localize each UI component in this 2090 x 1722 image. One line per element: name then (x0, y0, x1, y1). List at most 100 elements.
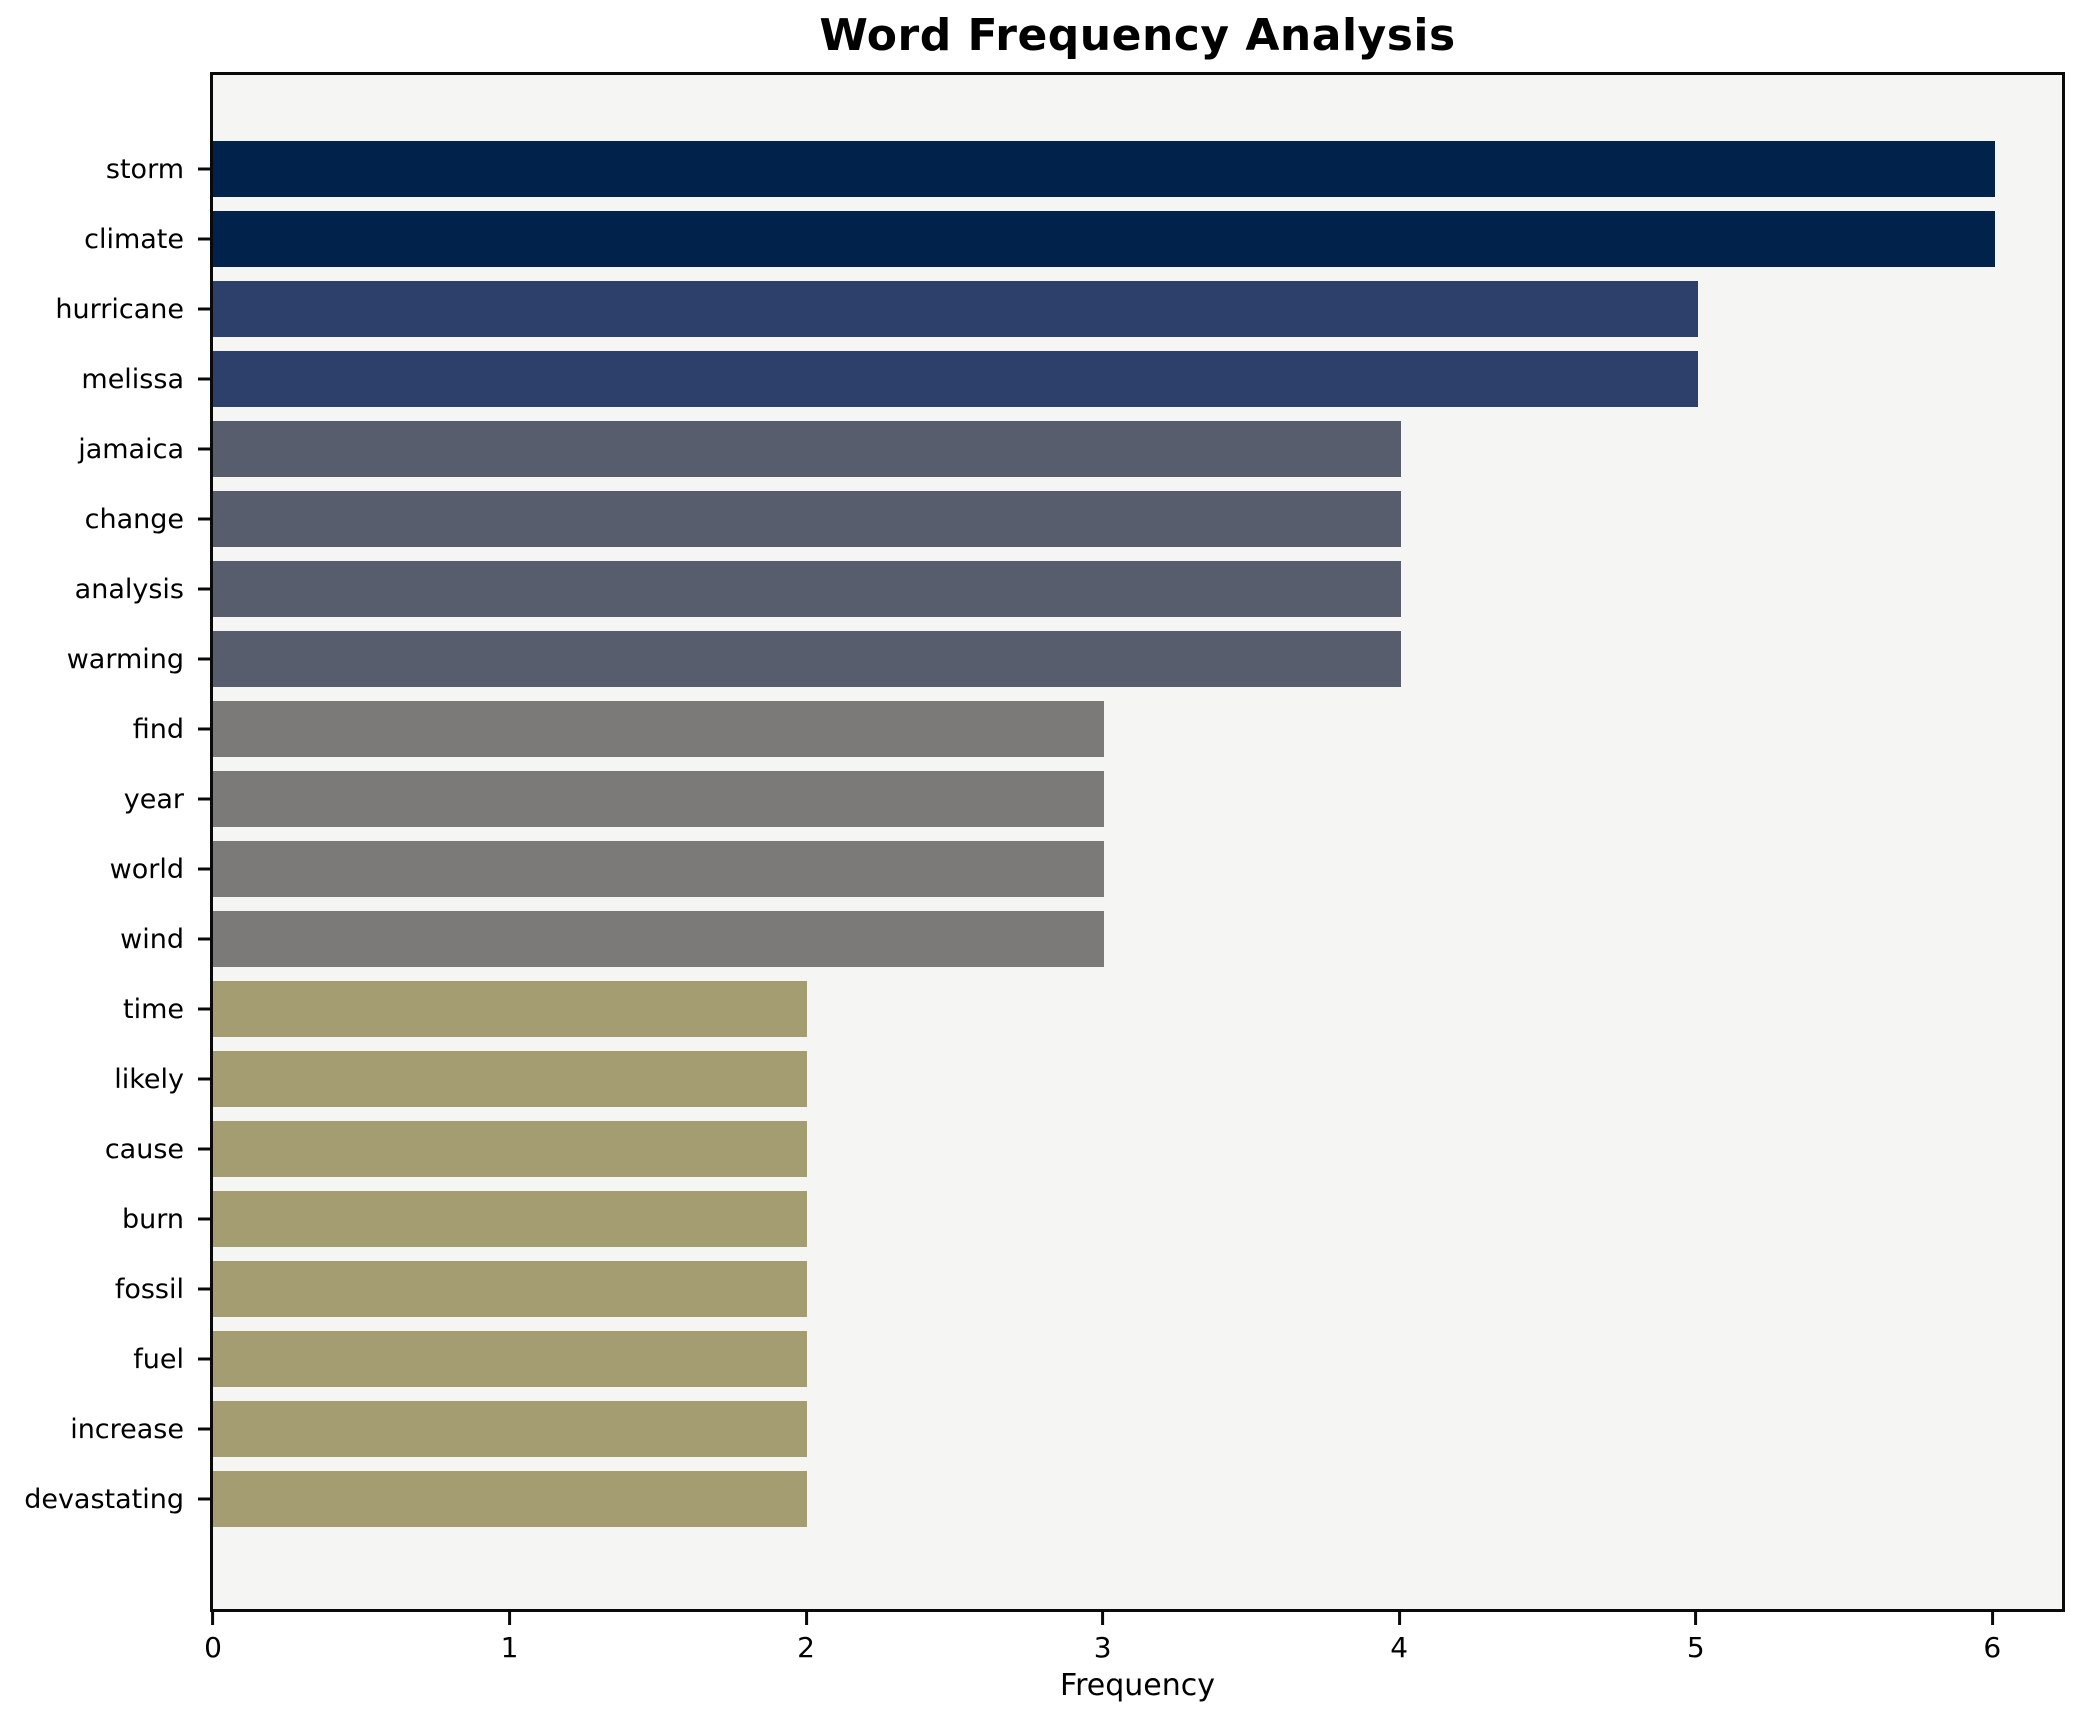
x-tick-4: 4 (1390, 1612, 1408, 1664)
x-tick-label-3: 3 (1093, 1631, 1112, 1664)
y-label-row-fossil: fossil (0, 1261, 210, 1317)
bar-fuel (213, 1331, 808, 1387)
x-tick-label-2: 2 (797, 1631, 816, 1664)
y-label-row-year: year (0, 771, 210, 827)
y-tick-mark-fossil (198, 1287, 210, 1291)
bar-change (213, 491, 1402, 547)
bar-row-jamaica (213, 421, 2065, 477)
bar-warming (213, 631, 1402, 687)
y-label-row-world: world (0, 841, 210, 897)
bars-layer (210, 72, 2065, 1612)
y-label-wind: wind (120, 923, 184, 955)
chart-title: Word Frequency Analysis (819, 10, 1456, 61)
bar-row-find (213, 701, 2065, 757)
x-tick-mark-6 (1990, 1612, 1994, 1625)
y-tick-mark-storm (198, 167, 210, 171)
y-tick-mark-devastating (198, 1497, 210, 1501)
y-label-cause: cause (104, 1133, 184, 1165)
bar-row-analysis (213, 561, 2065, 617)
bar-world (213, 841, 1105, 897)
bar-find (213, 701, 1105, 757)
y-label-row-change: change (0, 491, 210, 547)
y-label-fossil: fossil (114, 1273, 184, 1305)
y-tick-mark-burn (198, 1217, 210, 1221)
bar-row-wind (213, 911, 2065, 967)
bar-row-likely (213, 1051, 2065, 1107)
bar-row-increase (213, 1401, 2065, 1457)
x-tick-label-6: 6 (1983, 1631, 2002, 1664)
bar-wind (213, 911, 1105, 967)
x-tick-mark-5 (1694, 1612, 1698, 1625)
y-label-world: world (109, 853, 184, 885)
y-tick-mark-climate (198, 237, 210, 241)
bar-row-climate (213, 211, 2065, 267)
y-label-row-warming: warming (0, 631, 210, 687)
y-label-warming: warming (66, 643, 184, 675)
y-tick-mark-find (198, 727, 210, 731)
x-tick-mark-1 (508, 1612, 512, 1625)
y-label-change: change (84, 503, 184, 535)
y-label-row-likely: likely (0, 1051, 210, 1107)
bar-climate (213, 211, 1996, 267)
bar-row-fuel (213, 1331, 2065, 1387)
bar-row-year (213, 771, 2065, 827)
bar-row-warming (213, 631, 2065, 687)
y-label-fuel: fuel (133, 1343, 184, 1375)
x-tick-label-5: 5 (1686, 1631, 1705, 1664)
y-label-row-hurricane: hurricane (0, 281, 210, 337)
x-tick-label-4: 4 (1390, 1631, 1409, 1664)
bar-row-hurricane (213, 281, 2065, 337)
bar-row-burn (213, 1191, 2065, 1247)
y-tick-mark-wind (198, 937, 210, 941)
y-tick-mark-world (198, 867, 210, 871)
y-label-row-cause: cause (0, 1121, 210, 1177)
y-tick-mark-change (198, 517, 210, 521)
y-label-jamaica: jamaica (78, 433, 184, 465)
y-tick-mark-fuel (198, 1357, 210, 1361)
y-label-row-burn: burn (0, 1191, 210, 1247)
bar-melissa (213, 351, 1699, 407)
x-tick-0: 0 (204, 1612, 222, 1664)
y-label-climate: climate (84, 223, 184, 255)
y-label-year: year (123, 783, 184, 815)
x-tick-label-0: 0 (204, 1631, 222, 1664)
y-tick-mark-warming (198, 657, 210, 661)
bar-cause (213, 1121, 808, 1177)
x-tick-mark-2 (804, 1612, 808, 1625)
y-label-increase: increase (70, 1413, 184, 1445)
bar-year (213, 771, 1105, 827)
y-tick-mark-year (198, 797, 210, 801)
y-label-row-climate: climate (0, 211, 210, 267)
bar-row-change (213, 491, 2065, 547)
x-tick-3: 3 (1094, 1612, 1112, 1664)
x-axis: 0 1 2 3 4 5 6 (204, 1612, 2062, 1722)
bar-row-cause (213, 1121, 2065, 1177)
y-tick-mark-cause (198, 1147, 210, 1151)
y-label-row-wind: wind (0, 911, 210, 967)
y-label-burn: burn (122, 1203, 184, 1235)
bar-row-time (213, 981, 2065, 1037)
y-label-row-devastating: devastating (0, 1471, 210, 1527)
y-label-row-find: find (0, 701, 210, 757)
y-label-row-analysis: analysis (0, 561, 210, 617)
x-tick-mark-4 (1397, 1612, 1401, 1625)
y-label-likely: likely (114, 1063, 184, 1095)
x-axis-title: Frequency (1060, 1668, 1215, 1703)
bar-burn (213, 1191, 808, 1247)
bar-increase (213, 1401, 808, 1457)
y-label-storm: storm (105, 153, 184, 185)
bar-hurricane (213, 281, 1699, 337)
y-tick-mark-analysis (198, 587, 210, 591)
x-tick-1: 1 (501, 1612, 518, 1664)
bar-jamaica (213, 421, 1402, 477)
y-label-time: time (122, 993, 184, 1025)
y-tick-mark-likely (198, 1077, 210, 1081)
y-label-row-melissa: melissa (0, 351, 210, 407)
x-tick-mark-3 (1101, 1612, 1105, 1625)
bar-devastating (213, 1471, 808, 1527)
y-label-devastating: devastating (24, 1483, 184, 1515)
x-tick-2: 2 (797, 1612, 815, 1664)
y-label-melissa: melissa (81, 363, 184, 395)
bar-row-devastating (213, 1471, 2065, 1527)
